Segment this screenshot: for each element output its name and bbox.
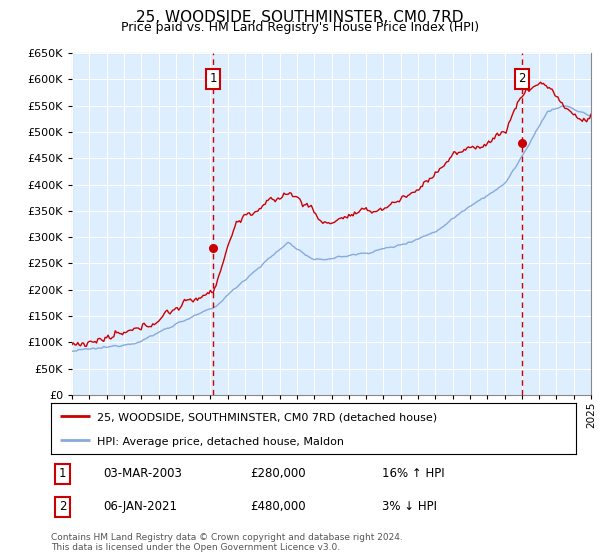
Text: This data is licensed under the Open Government Licence v3.0.: This data is licensed under the Open Gov… xyxy=(51,543,340,552)
Text: 3% ↓ HPI: 3% ↓ HPI xyxy=(382,500,437,514)
Text: 2: 2 xyxy=(59,500,67,514)
Text: Contains HM Land Registry data © Crown copyright and database right 2024.: Contains HM Land Registry data © Crown c… xyxy=(51,533,403,542)
Text: 03-MAR-2003: 03-MAR-2003 xyxy=(104,468,182,480)
Text: £480,000: £480,000 xyxy=(251,500,306,514)
Text: 25, WOODSIDE, SOUTHMINSTER, CM0 7RD: 25, WOODSIDE, SOUTHMINSTER, CM0 7RD xyxy=(136,10,464,25)
Text: 06-JAN-2021: 06-JAN-2021 xyxy=(104,500,178,514)
Text: 16% ↑ HPI: 16% ↑ HPI xyxy=(382,468,445,480)
Text: 2: 2 xyxy=(518,72,526,85)
Text: HPI: Average price, detached house, Maldon: HPI: Average price, detached house, Mald… xyxy=(97,436,344,446)
Text: 1: 1 xyxy=(209,72,217,85)
Text: £280,000: £280,000 xyxy=(251,468,306,480)
Text: Price paid vs. HM Land Registry's House Price Index (HPI): Price paid vs. HM Land Registry's House … xyxy=(121,21,479,34)
Text: 1: 1 xyxy=(59,468,67,480)
Text: 25, WOODSIDE, SOUTHMINSTER, CM0 7RD (detached house): 25, WOODSIDE, SOUTHMINSTER, CM0 7RD (det… xyxy=(97,412,437,422)
